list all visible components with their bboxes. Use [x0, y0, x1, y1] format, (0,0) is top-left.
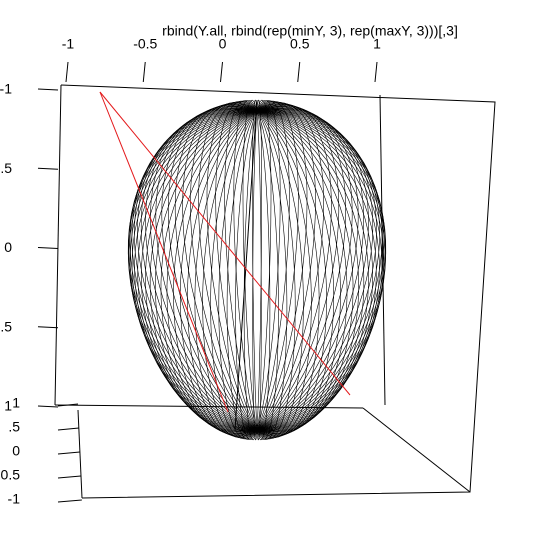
box: [54, 84, 496, 499]
mesh-line: [166, 110, 258, 436]
x-tick: [142, 61, 146, 83]
y-tick: [37, 326, 59, 329]
z-tick-label: 0.5: [1, 467, 21, 483]
mesh-line: [140, 107, 258, 430]
mesh-line: [218, 110, 258, 440]
red-line: [99, 91, 229, 413]
box-edge: [362, 407, 471, 493]
mesh-line: [145, 107, 258, 430]
mesh-line: [256, 102, 324, 430]
mesh-line: [243, 110, 258, 441]
mesh-line: [256, 110, 380, 431]
mesh-line: [256, 100, 290, 430]
z-tick-label: 0: [12, 443, 20, 459]
mesh-line: [256, 99, 272, 430]
z-tick: [57, 403, 79, 407]
x-tick-label: 0: [219, 36, 227, 52]
mesh-line: [256, 110, 377, 432]
box-edge: [379, 94, 386, 406]
mesh-line: [180, 110, 258, 437]
mesh-line: [256, 110, 374, 432]
mesh-axis: [234, 99, 258, 431]
mesh-line: [256, 110, 271, 441]
mesh-line: [194, 110, 258, 438]
y-tick-label: .5: [0, 160, 12, 176]
red-lines: [99, 91, 351, 413]
mesh-line: [256, 100, 281, 430]
axis-label: rbind(Y.all, rbind(rep(minY, 3), rep(max…: [162, 23, 458, 39]
mesh-line: [256, 100, 299, 430]
box-edge: [54, 84, 62, 406]
mesh-line: [206, 101, 258, 430]
y-tick: [37, 167, 59, 170]
z-tick-label: 1: [12, 395, 20, 411]
mesh-line: [224, 100, 258, 430]
mesh-line: [256, 110, 369, 433]
red-line: [99, 91, 351, 396]
mesh-line: [137, 110, 258, 432]
mesh-line: [210, 110, 258, 439]
mesh-line: [128, 110, 258, 430]
x-tick-label: 0.5: [290, 36, 310, 52]
mesh-line: [256, 110, 386, 430]
z-tick-label: -1: [8, 491, 21, 507]
z-tick: [57, 475, 81, 479]
mesh-line: [256, 110, 360, 434]
z-tick: [57, 499, 82, 503]
mesh-line: [202, 110, 258, 439]
mesh-line: [129, 109, 258, 430]
mesh-line: [256, 110, 279, 440]
y-tick-label: -1: [0, 81, 12, 97]
mesh-line: [235, 110, 258, 440]
x-tick-label: 1: [373, 36, 381, 52]
mesh-line: [140, 110, 258, 432]
y-tick-label: 1: [4, 398, 12, 414]
mesh-line: [256, 110, 365, 433]
y-tick: [37, 247, 59, 249]
mesh-line: [187, 110, 258, 438]
mesh-line: [256, 102, 332, 430]
mesh-line: [256, 101, 308, 430]
z-tick-label: .5: [8, 419, 20, 435]
mesh-line: [133, 108, 258, 430]
z-tick: [57, 451, 80, 455]
y-tick-label: .5: [0, 318, 12, 334]
mesh-line: [256, 108, 377, 430]
mesh-line: [137, 108, 258, 430]
box-edge: [77, 409, 83, 499]
mesh-line: [256, 110, 262, 441]
mesh-line: [256, 107, 374, 430]
mesh-line: [252, 110, 258, 441]
mesh-line: [256, 99, 262, 430]
mesh-line: [256, 110, 312, 439]
y-tick: [37, 88, 59, 91]
mesh-line: [173, 110, 258, 436]
x-tick-label: -1: [62, 36, 75, 52]
x-tick: [65, 61, 69, 83]
x-tick: [220, 61, 223, 83]
mesh-line: [256, 109, 386, 430]
x-tick: [297, 61, 301, 83]
mesh-line: [226, 110, 258, 440]
y-tick: [37, 405, 59, 408]
x-tick: [374, 61, 378, 83]
z-tick: [57, 427, 80, 431]
mesh-line: [128, 109, 258, 430]
y-tick-label: 0: [4, 239, 12, 255]
box-edge: [60, 84, 496, 499]
mesh-line: [256, 104, 347, 430]
x-tick-label: -0.5: [133, 36, 157, 52]
mesh-line: [256, 101, 316, 430]
mesh-line: [256, 104, 353, 430]
mesh-line: [256, 103, 340, 430]
mesh-line: [256, 110, 385, 431]
mesh-line: [256, 110, 383, 431]
mesh-line: [256, 108, 381, 430]
mesh-line: [150, 106, 258, 430]
ellipsoid-mesh: [127, 99, 387, 441]
mesh-line: [129, 110, 258, 431]
mesh-line: [242, 99, 258, 430]
